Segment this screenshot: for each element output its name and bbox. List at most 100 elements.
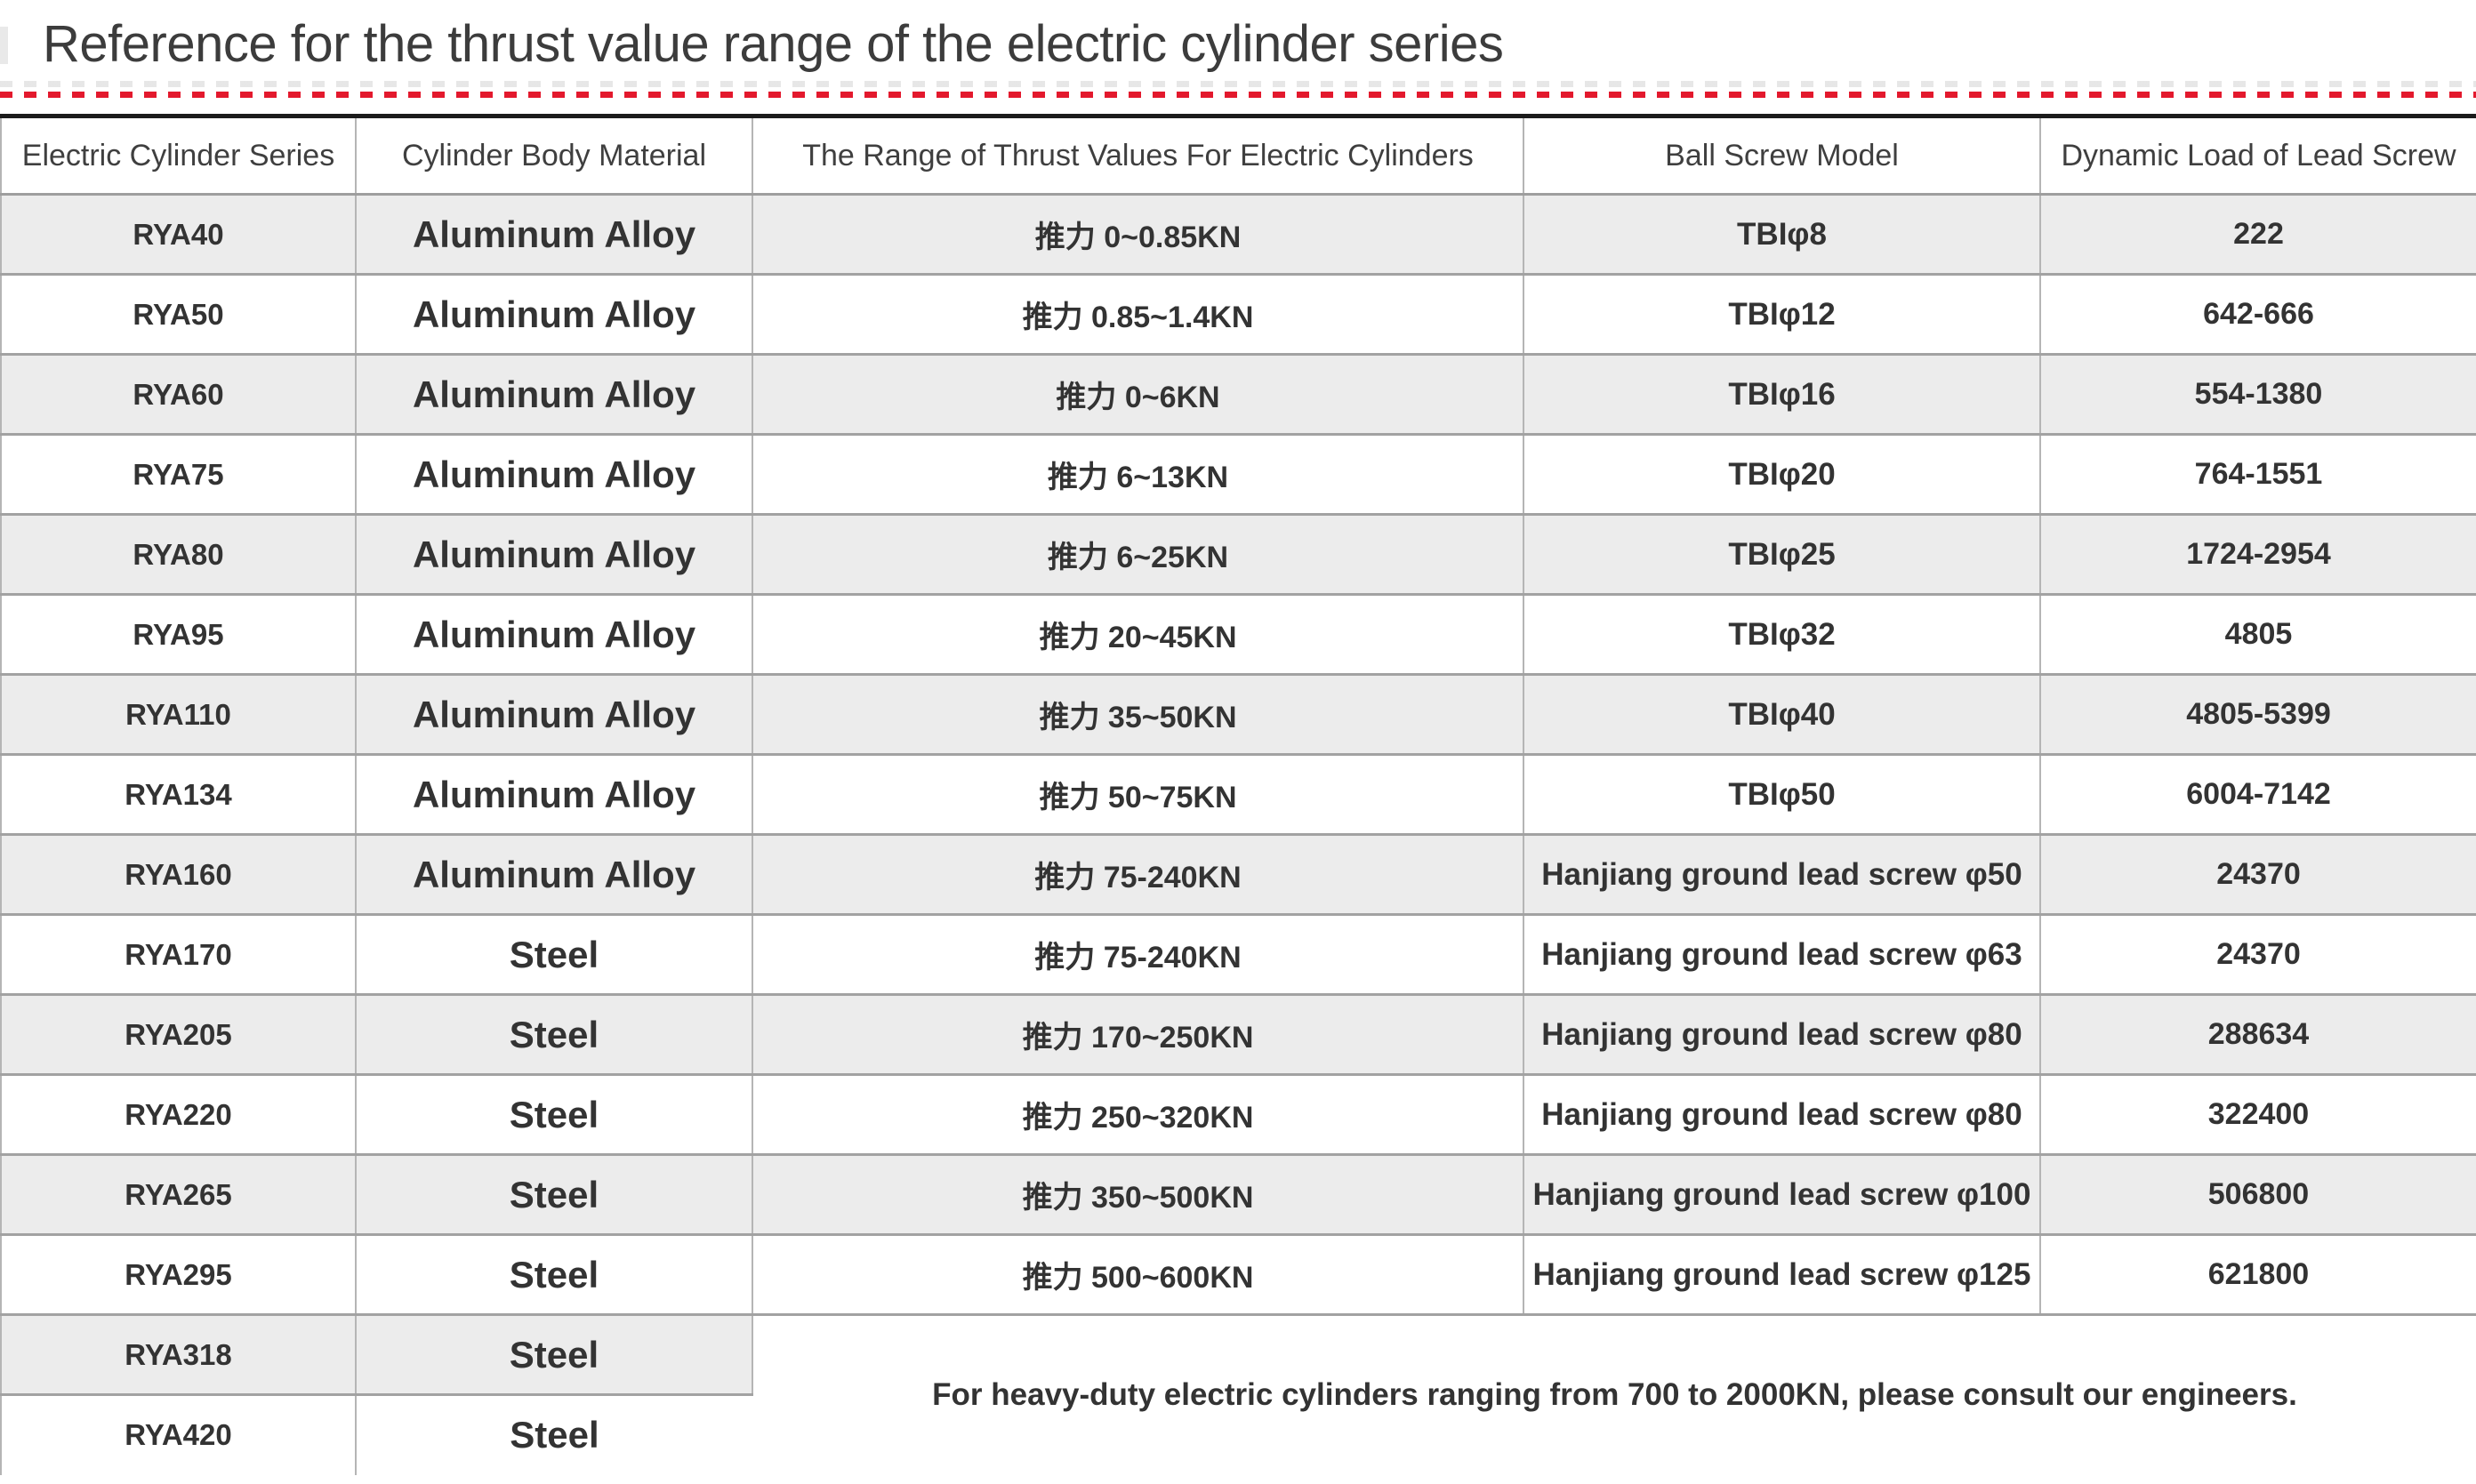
- cell-material: Aluminum Alloy: [356, 593, 753, 675]
- cell-thrust: 推力 20~45KN: [752, 593, 1524, 675]
- cell-screw: Hanjiang ground lead screw φ50: [1523, 833, 2041, 915]
- cell-screw: TBIφ32: [1523, 593, 2041, 675]
- cell-screw: TBIφ8: [1523, 193, 2041, 275]
- table-row: RYA60 Aluminum Alloy 推力 0~6KN TBIφ16 554-138…: [1, 353, 2476, 435]
- cell-screw: Hanjiang ground lead screw φ100: [1523, 1153, 2041, 1235]
- cell-series: RYA295: [1, 1233, 357, 1315]
- table-row: RYA40 Aluminum Alloy 推力 0~0.85KN TBIφ8 222: [1, 193, 2476, 275]
- table-body: RYA40 Aluminum Alloy 推力 0~0.85KN TBIφ8 222 RY…: [1, 193, 2476, 1475]
- column-header: Ball Screw Model: [1523, 116, 2041, 196]
- cell-thrust: 推力 75-240KN: [752, 913, 1524, 995]
- cell-thrust: 推力 500~600KN: [752, 1233, 1524, 1315]
- cell-thrust: 推力 0~0.85KN: [752, 193, 1524, 275]
- cell-load: 288634: [2040, 993, 2476, 1075]
- cell-load: 554-1380: [2040, 353, 2476, 435]
- cell-screw: TBIφ16: [1523, 353, 2041, 435]
- table-row: RYA170 Steel 推力 75-240KN Hanjiang ground le…: [1, 913, 2476, 995]
- cell-series: RYA110: [1, 673, 357, 755]
- cell-thrust: 推力 170~250KN: [752, 993, 1524, 1075]
- table-row: RYA50 Aluminum Alloy 推力 0.85~1.4KN TBIφ12 64…: [1, 273, 2476, 355]
- table-row: RYA75 Aluminum Alloy 推力 6~13KN TBIφ20 764-15…: [1, 433, 2476, 515]
- cell-series: RYA95: [1, 593, 357, 675]
- cell-screw: TBIφ40: [1523, 673, 2041, 755]
- cell-material: Steel: [356, 1393, 752, 1475]
- column-header: Electric Cylinder Series: [1, 116, 357, 196]
- title-edge-decoration: [0, 27, 8, 64]
- table-row: RYA134 Aluminum Alloy 推力 50~75KN TBIφ50 6004…: [1, 753, 2476, 835]
- cell-thrust: 推力 6~13KN: [752, 433, 1524, 515]
- cell-thrust: 推力 75-240KN: [752, 833, 1524, 915]
- cell-load: 4805: [2040, 593, 2476, 675]
- cell-series: RYA134: [1, 753, 357, 835]
- cell-material: Aluminum Alloy: [356, 673, 753, 755]
- cell-load: 1724-2954: [2040, 513, 2476, 595]
- cell-thrust: 推力 50~75KN: [752, 753, 1524, 835]
- cell-material: Steel: [356, 1153, 753, 1235]
- cell-material: Steel: [356, 913, 753, 995]
- cell-load: 322400: [2040, 1073, 2476, 1155]
- cell-series: RYA265: [1, 1153, 357, 1235]
- cell-screw: TBIφ12: [1523, 273, 2041, 355]
- cell-material: Aluminum Alloy: [356, 833, 753, 915]
- column-header: Dynamic Load of Lead Screw: [2040, 116, 2476, 196]
- table-header-row: Electric Cylinder Series Cylinder Body Ma…: [1, 116, 2476, 196]
- column-header: The Range of Thrust Values For Electric …: [752, 116, 1524, 196]
- cell-material: Aluminum Alloy: [356, 433, 753, 515]
- cell-material: Aluminum Alloy: [356, 353, 753, 435]
- cell-screw: Hanjiang ground lead screw φ80: [1523, 1073, 2041, 1155]
- cell-screw: Hanjiang ground lead screw φ125: [1523, 1233, 2041, 1315]
- cell-screw: TBIφ25: [1523, 513, 2041, 595]
- cell-material: Steel: [356, 1313, 753, 1395]
- cell-load: 764-1551: [2040, 433, 2476, 515]
- cell-series: RYA50: [1, 273, 357, 355]
- cell-series: RYA220: [1, 1073, 357, 1155]
- cell-screw: Hanjiang ground lead screw φ80: [1523, 993, 2041, 1075]
- cell-load: 6004-7142: [2040, 753, 2476, 835]
- cell-thrust: 推力 0.85~1.4KN: [752, 273, 1524, 355]
- table-row: RYA318 Steel For heavy-duty electric cylin…: [1, 1313, 2476, 1475]
- cell-series: RYA40: [1, 193, 357, 275]
- heavy-duty-note: For heavy-duty electric cylinders rangin…: [752, 1313, 2476, 1475]
- cell-series: RYA160: [1, 833, 357, 915]
- table-row: RYA420 Steel: [1, 1393, 2476, 1475]
- cell-series: RYA420: [1, 1393, 357, 1475]
- cell-material: Aluminum Alloy: [356, 513, 753, 595]
- cell-material: Aluminum Alloy: [356, 273, 753, 355]
- cell-material: Steel: [356, 993, 753, 1075]
- red-dashed-divider: [0, 92, 2476, 98]
- table-row: RYA295 Steel 推力 500~600KN Hanjiang ground l…: [1, 1233, 2476, 1315]
- cell-series: RYA60: [1, 353, 357, 435]
- cell-material: Aluminum Alloy: [356, 193, 753, 275]
- cell-material: Steel: [356, 1233, 753, 1315]
- cell-load: 621800: [2040, 1233, 2476, 1315]
- cell-load: 222: [2040, 193, 2476, 275]
- table-row: RYA220 Steel 推力 250~320KN Hanjiang ground l…: [1, 1073, 2476, 1155]
- cell-series: RYA80: [1, 513, 357, 595]
- cell-series: RYA205: [1, 993, 357, 1075]
- page-title: Reference for the thrust value range of …: [43, 15, 1504, 73]
- table-row: RYA160 Aluminum Alloy 推力 75-240KN Hanjiang …: [1, 833, 2476, 915]
- cell-thrust: 推力 6~25KN: [752, 513, 1524, 595]
- table-row: RYA95 Aluminum Alloy 推力 20~45KN TBIφ32 4805: [1, 593, 2476, 675]
- spec-table: Electric Cylinder Series Cylinder Body Ma…: [0, 114, 2476, 1475]
- cell-thrust: 推力 350~500KN: [752, 1153, 1524, 1235]
- cell-screw: TBIφ20: [1523, 433, 2041, 515]
- table-row: RYA205 Steel 推力 170~250KN Hanjiang ground l…: [1, 993, 2476, 1075]
- cell-series: RYA75: [1, 433, 357, 515]
- cell-thrust: 推力 250~320KN: [752, 1073, 1524, 1155]
- cell-thrust: 推力 0~6KN: [752, 353, 1524, 435]
- cell-material: Aluminum Alloy: [356, 753, 753, 835]
- cell-load: 506800: [2040, 1153, 2476, 1235]
- column-header: Cylinder Body Material: [356, 116, 753, 196]
- cell-load: 4805-5399: [2040, 673, 2476, 755]
- cell-load: 24370: [2040, 833, 2476, 915]
- cell-thrust: 推力 35~50KN: [752, 673, 1524, 755]
- cell-screw: TBIφ50: [1523, 753, 2041, 835]
- cell-load: 642-666: [2040, 273, 2476, 355]
- table-row: RYA265 Steel 推力 350~500KN Hanjiang ground l…: [1, 1153, 2476, 1235]
- cell-material: Steel: [356, 1073, 753, 1155]
- cell-load: 24370: [2040, 913, 2476, 995]
- table-row: RYA110 Aluminum Alloy 推力 35~50KN TBIφ40 4805…: [1, 673, 2476, 755]
- cell-series: RYA170: [1, 913, 357, 995]
